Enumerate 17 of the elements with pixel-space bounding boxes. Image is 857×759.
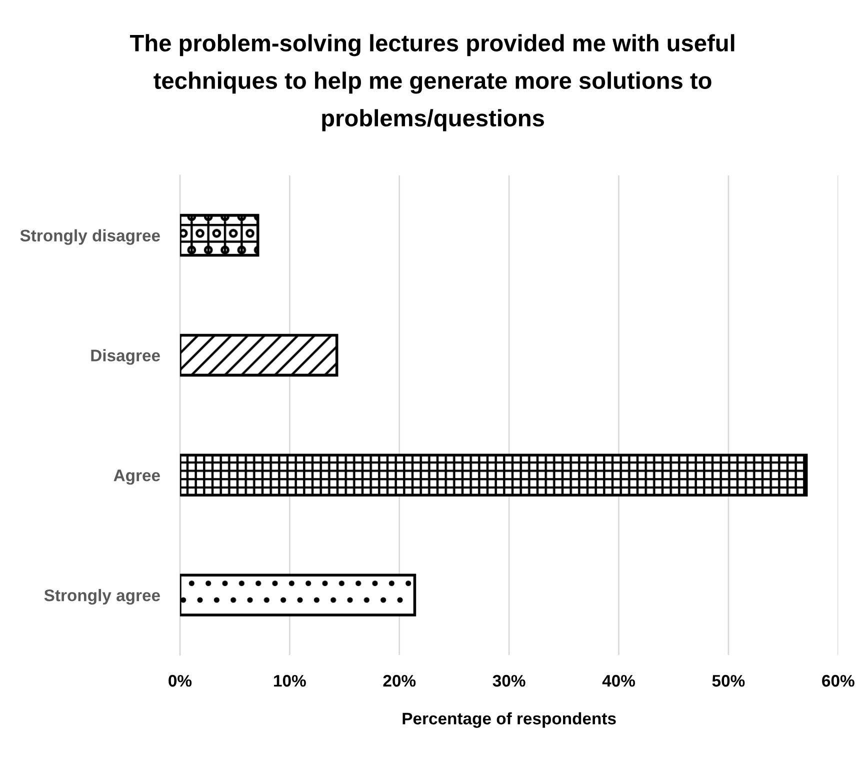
x-axis-title: Percentage of respondents [402,712,616,728]
chart-title: The problem-solving lectures provided me with useful techniques to help me generate more solutions to problems/questions [130,34,734,132]
y-tick-label: Strongly disagree [20,229,160,245]
x-tick-label: 0% [168,674,192,687]
y-tick-label: Disagree [91,349,160,365]
y-tick-label: Strongly agree [44,589,160,605]
bar [180,574,416,616]
bar [180,214,260,257]
bar [180,334,338,377]
x-tick-label: 60% [822,674,854,687]
y-tick-label: Agree [114,470,160,485]
x-tick-label: 40% [602,674,635,687]
x-tick-label: 10% [274,674,306,687]
x-tick-label: 20% [383,674,416,687]
x-tick-label: 50% [712,674,745,687]
bar [180,454,808,496]
x-tick-label: 30% [492,674,526,687]
